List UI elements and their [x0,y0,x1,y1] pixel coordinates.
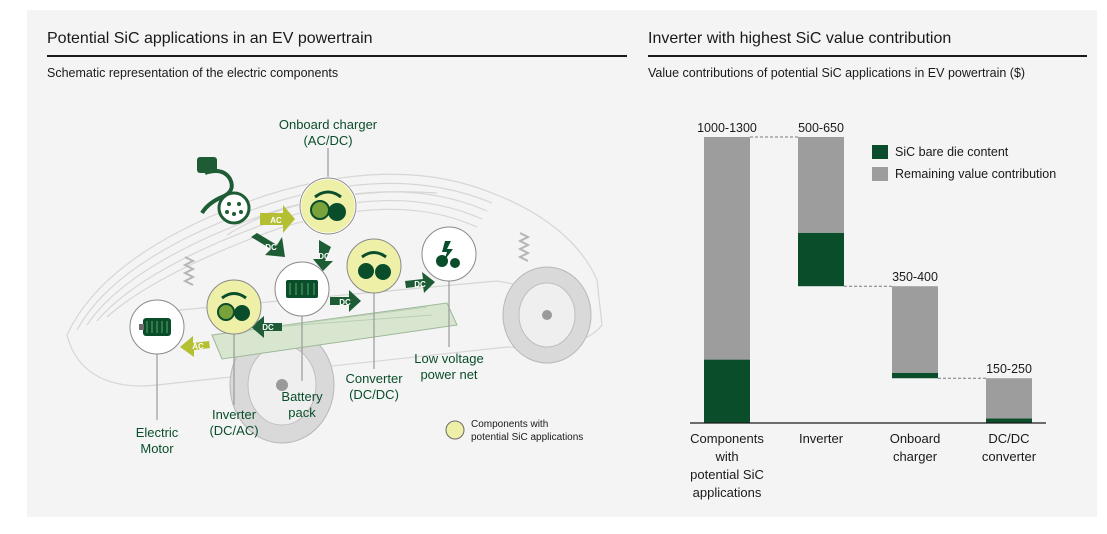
bar-sic-segment [704,359,750,423]
sic-legend: Components with potential SiC applicatio… [445,419,583,443]
left-title-rule [47,55,627,57]
right-title-rule [648,55,1087,57]
legend-label: SiC bare die content [895,145,1009,159]
battery-node [274,261,330,317]
converter-label-1: Converter [345,371,403,386]
battery-pack [211,302,458,360]
bar-remaining-segment [704,137,750,360]
inverter-label-1: Inverter [212,407,257,422]
inverter-label-2: (DC/AC) [209,423,258,438]
component-labels: Onboard charger (AC/DC) Low voltage powe… [136,117,484,456]
flow-arrow-dc-1: DC [251,233,285,257]
suspension-springs [182,232,531,286]
bar-range-label: 150-250 [986,362,1032,376]
flow-arrow-ac-1: AC [260,205,295,233]
onboard-charger-node [298,176,358,236]
left-panel-title: Potential SiC applications in an EV powe… [47,30,373,47]
category-label: Components [690,431,764,446]
legend-swatch [872,167,888,181]
flow-arrow-ac-2: AC [180,336,210,357]
category-label: charger [893,449,938,464]
onboard-charger-label-1: Onboard charger [279,117,378,132]
category-label: applications [693,485,762,500]
category-label: with [714,449,738,464]
category-label: converter [982,449,1037,464]
low-voltage-label-2: power net [420,367,477,382]
battery-label-2: pack [288,405,316,420]
sic-legend-text-1: Components with [471,419,548,430]
dc-tag: DC [339,298,351,307]
bar-remaining-segment [892,286,938,373]
low-voltage-node [421,226,477,282]
legend-label: Remaining value contribution [895,167,1056,181]
ev-powertrain-schematic: AC DC DC DC DC DC AC [66,117,603,456]
bar-remaining-segment [798,137,844,233]
dc-tag: DC [318,252,330,261]
dc-tag: DC [414,280,426,289]
chart-range-labels: 1000-1300 500-650 350-400 150-250 [697,121,1032,376]
bar-sic-segment [892,372,938,379]
category-label: Onboard [890,431,941,446]
motor-label-1: Electric [136,425,179,440]
flow-arrow-dc-3: DC [330,290,361,312]
chart-bars [704,137,1032,423]
category-label: potential SiC [690,467,764,482]
low-voltage-label-1: Low voltage [414,351,483,366]
ac-tag: AC [270,216,282,225]
value-contribution-chart: 1000-1300 500-650 350-400 150-250 Component… [690,121,1056,500]
inverter-node [206,279,262,335]
chart-category-labels: Components with potential SiC applications I… [690,431,1037,500]
battery-label-1: Battery [281,389,323,404]
converter-label-2: (DC/DC) [349,387,399,402]
infographic-card [27,10,1097,517]
ac-tag: AC [192,342,204,351]
bar-sic-segment [986,418,1032,423]
right-panel-subtitle: Value contributions of potential SiC app… [648,66,1026,80]
flow-arrow-dc-5: DC [251,316,282,338]
onboard-charger-label-2: (AC/DC) [303,133,352,148]
bar-remaining-segment [986,378,1032,419]
charging-plug-icon [197,157,251,225]
right-panel-title: Inverter with highest SiC value contribu… [648,30,952,47]
left-panel-subtitle: Schematic representation of the electric… [47,66,339,80]
chart-legend: SiC bare die content Remaining value cont… [872,145,1056,181]
dc-tag: DC [262,323,274,332]
rear-wheel [502,266,592,364]
flow-arrow-dc-2: DC [313,240,333,271]
category-label: Inverter [799,431,844,446]
bar-range-label: 350-400 [892,270,938,284]
front-wheel [229,326,335,444]
category-label: DC/DC [988,431,1029,446]
converter-node [346,238,402,294]
leader-lines [156,148,450,420]
electric-motor-node [129,299,185,355]
flow-arrow-dc-4: DC [405,272,435,293]
chart-connectors [750,136,986,379]
dc-tag: DC [265,243,277,252]
bar-sic-segment [798,232,844,287]
bar-range-label: 1000-1300 [697,121,757,135]
legend-swatch [872,145,888,159]
motor-label-2: Motor [140,441,174,456]
sic-legend-text-2: potential SiC applications [471,432,583,443]
bar-range-label: 500-650 [798,121,844,135]
